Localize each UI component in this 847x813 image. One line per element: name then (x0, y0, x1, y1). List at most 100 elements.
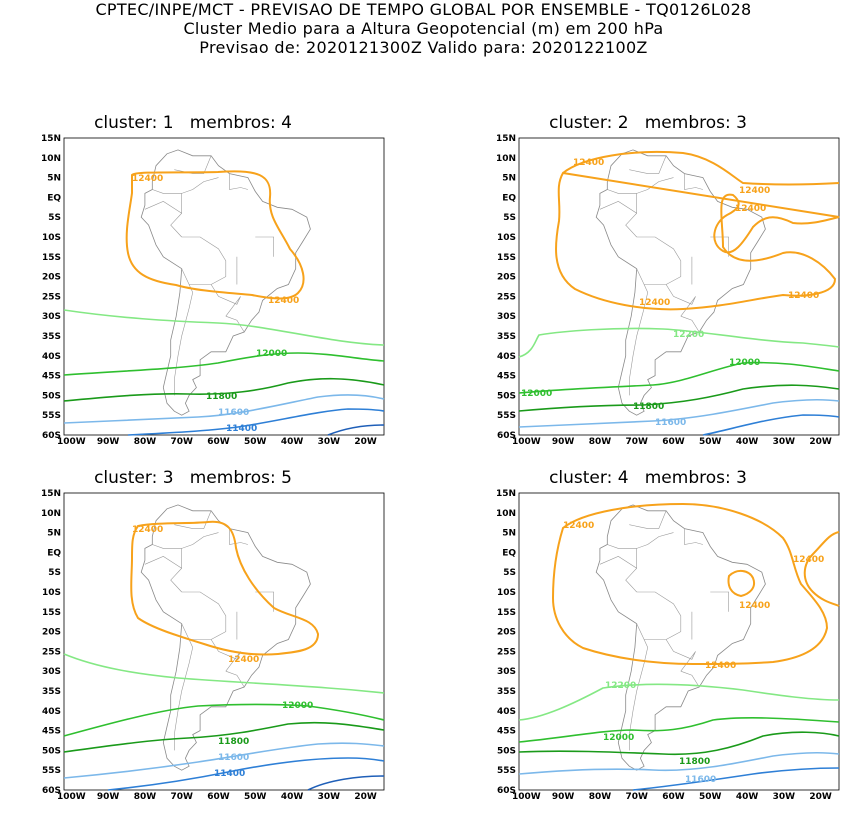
contour-label: 11800 (206, 392, 237, 402)
panel-title: cluster: 1 membros: 4 (94, 113, 292, 133)
contour-12000 (63, 352, 385, 376)
contour-label: 12400 (573, 158, 604, 168)
lat-tick-label: 15N (41, 489, 61, 499)
lon-tick-label: 50W (244, 437, 267, 447)
lon-tick-label: 70W (625, 792, 648, 802)
country-borders (599, 155, 729, 396)
contour-11200 (307, 775, 385, 791)
lat-tick-label: 20S (497, 628, 516, 638)
lat-tick-label: 25S (42, 647, 61, 657)
contour-label: 12200 (605, 681, 636, 691)
contour-11800 (63, 377, 385, 402)
lat-tick-label: EQ (502, 548, 516, 558)
contour-label: 12400 (788, 291, 819, 301)
contour-label: 12400 (639, 298, 670, 308)
lon-tick-label: 90W (552, 792, 575, 802)
header-line-3: Previsao de: 2020121300Z Valido para: 20… (199, 38, 648, 57)
contour-11600 (518, 751, 840, 775)
lon-tick-label: 20W (809, 792, 832, 802)
lat-tick-label: 50S (42, 391, 61, 401)
lat-tick-label: 5N (502, 174, 516, 184)
lat-tick-label: 50S (497, 391, 516, 401)
contour-12400 (551, 502, 840, 666)
lon-tick-label: 80W (134, 437, 157, 447)
contour-label: 12000 (256, 349, 287, 359)
header-line-2: Cluster Medio para a Altura Geopotencial… (183, 19, 664, 38)
lon-tick-label: 30W (773, 792, 796, 802)
figure-header: CPTEC/INPE/MCT - PREVISAO DE TEMPO GLOBA… (0, 0, 847, 57)
south-america-coastline (140, 504, 311, 771)
contour-label: 12400 (268, 296, 299, 306)
contour-11600 (518, 398, 840, 428)
lat-tick-label: 35S (42, 687, 61, 697)
lon-tick-label: 50W (244, 792, 267, 802)
lat-tick-label: 10S (42, 588, 61, 598)
coastline (595, 504, 766, 771)
lat-tick-label: 35S (497, 687, 516, 697)
contour-label: 11400 (226, 424, 257, 434)
contour-label: 12000 (282, 701, 313, 711)
contour-label: 11600 (655, 418, 686, 428)
lon-tick-label: 60W (662, 437, 685, 447)
lat-tick-label: 50S (497, 746, 516, 756)
panel-title: cluster: 2 membros: 3 (549, 113, 747, 133)
lon-tick-label: 20W (354, 792, 377, 802)
contour-12200 (518, 327, 840, 358)
lat-tick-label: 5S (48, 568, 61, 578)
lat-tick-label: 60S (497, 431, 516, 441)
lat-tick-label: 20S (42, 628, 61, 638)
lon-tick-label: 90W (552, 437, 575, 447)
lat-tick-label: 40S (497, 352, 516, 362)
lon-tick-label: 100W (512, 437, 541, 447)
lat-tick-label: 15N (496, 489, 516, 499)
contour-label: 11400 (214, 769, 245, 779)
lat-tick-label: 55S (497, 411, 516, 421)
contour-11400 (632, 767, 840, 791)
lat-tick-label: 5S (503, 213, 516, 223)
lat-tick-label: 25S (42, 292, 61, 302)
lat-tick-label: 15N (41, 134, 61, 144)
lat-tick-label: 45S (497, 727, 516, 737)
lon-tick-label: 70W (170, 437, 193, 447)
lat-tick-label: 35S (42, 332, 61, 342)
panel-cluster-3: cluster: 3 membros: 5 15N 10N 5N EQ 5S 10S 15S… (28, 468, 385, 808)
panel-cluster-4: cluster: 4 membros: 3 15N 10N 5N EQ 5S 10S 15S… (483, 468, 840, 808)
south-america-coastline (595, 504, 766, 771)
header-line-1: CPTEC/INPE/MCT - PREVISAO DE TEMPO GLOBA… (95, 0, 752, 19)
lat-tick-label: 45S (42, 727, 61, 737)
lat-tick-label: 20S (497, 273, 516, 283)
lat-tick-label: 15N (496, 134, 516, 144)
tick-labels: 15N 10N 5N EQ 5S 10S 15S 20S 25S 30S 35S 40S 45S 50S 5… (41, 134, 377, 447)
contour-11800 (518, 384, 840, 412)
panel-cluster-1: cluster: 1 membros: 4 15N 10N 5N EQ 5S 10S 15S… (28, 113, 385, 453)
contour-label: 12400 (705, 661, 736, 671)
contour-label: 12000 (729, 358, 760, 368)
country-borders (144, 155, 274, 396)
lon-tick-label: 100W (512, 792, 541, 802)
lat-tick-label: 55S (42, 411, 61, 421)
map-border (63, 137, 385, 436)
contour-11200 (327, 424, 385, 436)
lon-tick-label: 100W (57, 792, 86, 802)
lat-tick-label: 10S (42, 233, 61, 243)
map-border (63, 492, 385, 791)
lat-tick-label: 15S (42, 608, 61, 618)
coastline (140, 504, 311, 771)
lat-tick-label: 30S (497, 667, 516, 677)
contour-label: 12400 (228, 655, 259, 665)
lon-tick-label: 20W (354, 437, 377, 447)
contour-label: 12400 (132, 174, 163, 184)
lon-tick-label: 40W (281, 437, 304, 447)
lat-tick-label: 25S (497, 292, 516, 302)
lon-tick-label: 80W (589, 792, 612, 802)
contour-label: 11600 (685, 775, 716, 785)
contour-11800 (518, 731, 840, 756)
lon-tick-label: 80W (589, 437, 612, 447)
lat-tick-label: EQ (47, 548, 61, 558)
tick-labels: 15N 10N 5N EQ 5S 10S 15S 20S 25S 30S 35S 40S 45S 50S 5… (41, 489, 377, 802)
map-frame: 15N 10N 5N EQ 5S 10S 15S 20S 25S 30S 35S 40S 45S 50S 5… (41, 134, 385, 447)
contour-12000 (518, 361, 840, 394)
contour-label: 12200 (673, 330, 704, 340)
lat-tick-label: 50S (42, 746, 61, 756)
lat-tick-label: 25S (497, 647, 516, 657)
